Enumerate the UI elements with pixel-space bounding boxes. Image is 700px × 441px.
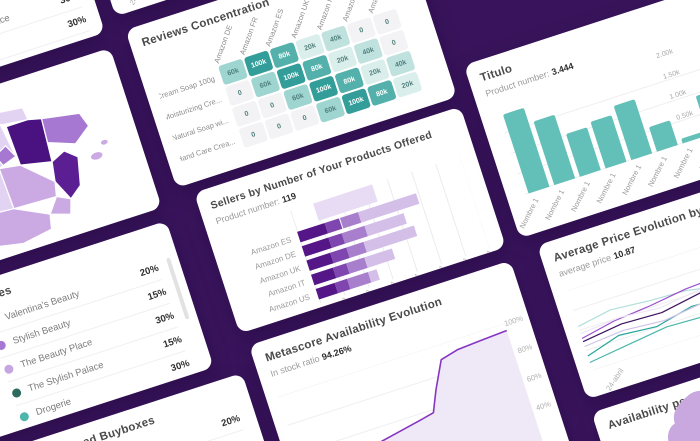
price-series-line <box>572 214 700 332</box>
legend-dot-icon <box>18 410 30 422</box>
price-line-chart[interactable] <box>566 198 700 371</box>
price-series-line <box>578 233 700 346</box>
y-axis-label: 60% <box>525 370 543 384</box>
x-axis-date-label: 24-abril <box>128 0 149 7</box>
legend-percent: 30% <box>66 13 88 30</box>
legend-percent: 20% <box>219 412 242 429</box>
card-titulo: Titulo Product number:3.444 Nombre 1 Nomb… <box>463 0 700 239</box>
bar-label: Nombre 1 <box>671 146 695 180</box>
bar[interactable] <box>681 131 700 144</box>
map-region-balearic-1 <box>89 150 104 161</box>
bar-label: Nombre 1 <box>646 154 670 189</box>
metascore-area-chart[interactable] <box>278 323 551 441</box>
card-availability: Availability per region <box>591 310 700 441</box>
price-series-line <box>573 219 700 342</box>
spain-choropleth-map[interactable] <box>0 51 157 286</box>
map-region-andalucia <box>0 208 53 250</box>
region-map-blob[interactable] <box>649 373 700 441</box>
y-axis-label: 80% <box>516 342 534 356</box>
legend-percent: 20% <box>138 262 161 279</box>
legend-percent: 30% <box>169 357 191 374</box>
bar-label: Nombre 1 <box>594 171 618 205</box>
price-series-line <box>568 204 700 356</box>
map-region-balearic-2 <box>99 138 109 146</box>
legend-dot-icon <box>3 363 15 375</box>
price-series-line <box>579 236 700 362</box>
legend-percent: 15% <box>146 286 168 303</box>
price-series-line <box>576 228 700 333</box>
legend-percent: 15% <box>161 333 184 350</box>
card-metascore: Metascore Availability Evolution In stoc… <box>248 260 604 441</box>
card-avg-price: Average Price Evolution by Retailer aver… <box>537 143 700 400</box>
legend-percent: 30% <box>58 0 79 6</box>
bar[interactable] <box>695 89 700 136</box>
y-axis-label: 100% <box>503 313 525 329</box>
map-region-madrid <box>0 145 17 167</box>
bar-label: Nombre 1 <box>568 179 592 214</box>
legend-percent: 30% <box>153 309 176 327</box>
y-axis-label: 40% <box>534 399 552 413</box>
map-region-cataluna <box>40 112 90 145</box>
bar-label: Nombre 1 <box>620 163 644 197</box>
map-region-murcia <box>49 195 72 215</box>
card-region-map <box>0 47 162 315</box>
bar-label: Nombre 1 <box>517 196 541 230</box>
bar[interactable] <box>648 120 678 152</box>
legend-dot-icon <box>0 339 7 351</box>
x-axis-date-label: 24-abril <box>604 366 626 393</box>
bar-label: Nombre 1 <box>543 188 567 222</box>
legend-dot-icon <box>10 386 23 399</box>
